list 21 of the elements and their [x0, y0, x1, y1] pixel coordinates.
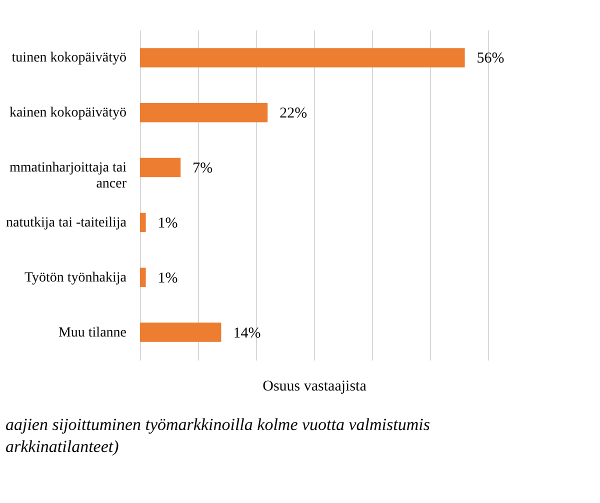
- bar: [140, 158, 181, 178]
- data-label: 1%: [158, 270, 178, 286]
- y-tick-label: mmatinharjoittaja tai ancer: [9, 160, 127, 192]
- y-tick-label: tuinen kokopäivätyö: [12, 50, 126, 66]
- y-tick-label: Muu tilanne: [58, 325, 126, 340]
- data-label: 22%: [280, 106, 308, 122]
- bar: [140, 322, 222, 342]
- y-tick-label: kainen kokopäivätyö: [9, 106, 126, 121]
- data-label: 14%: [233, 325, 261, 342]
- text: arkkinatilanteet): [5, 437, 120, 456]
- data-label: 56%: [476, 50, 504, 67]
- data-label: 7%: [192, 160, 213, 177]
- y-tick-label: natutkija tai -taiteilija: [6, 215, 128, 230]
- data-label: 1%: [158, 215, 178, 232]
- y-tick-label: Työtön työnhakija: [24, 270, 128, 286]
- bar: [140, 103, 268, 122]
- x-axis-title: Osuus vastaajista: [262, 378, 367, 394]
- bar: [140, 212, 146, 232]
- bar: [140, 268, 146, 287]
- bar: [140, 48, 465, 68]
- text: aajien sijoittuminen työmarkkinoilla kolme vuotta valmistumis: [5, 415, 430, 434]
